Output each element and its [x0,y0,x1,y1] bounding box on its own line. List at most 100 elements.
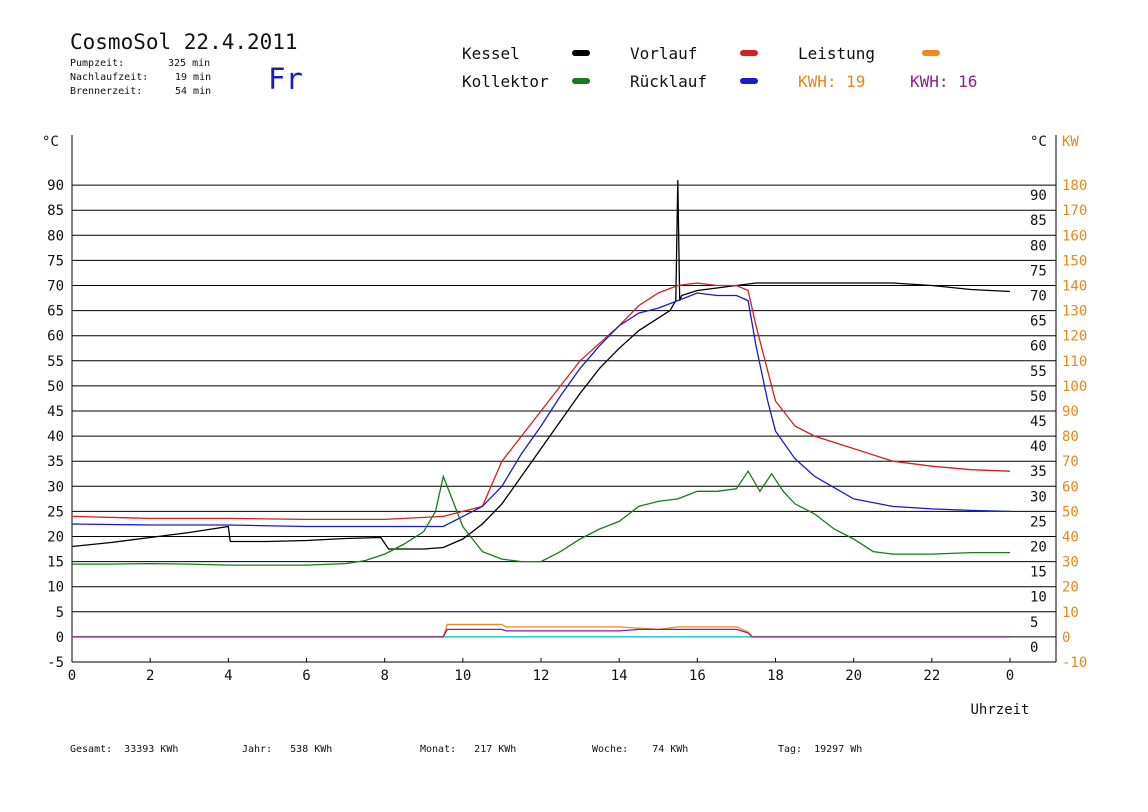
x-tick-7: 14 [611,668,628,684]
x-tick-6: 12 [533,668,550,684]
footer-tag: Tag: 19297 Wh [778,744,863,755]
footer-jahr: Jahr: 538 KWh [242,744,333,755]
y-tick-right-kw-180: 180 [1062,178,1087,194]
x-tick-8: 16 [689,668,706,684]
stat-nachlaufzeit: Nachlaufzeit: 19 min [70,72,212,83]
y-tick-right-c-5: 5 [1030,615,1038,631]
y-tick-right-c-90: 90 [1030,188,1047,204]
y-tick-left-30: 30 [47,479,64,495]
kwh-label-1: KWH: 19 [798,72,866,91]
y-tick-right-kw-90: 90 [1062,404,1079,420]
y-tick-right-kw-160: 160 [1062,228,1087,244]
legend-swatch-ruecklauf [740,78,758,84]
x-tick-9: 18 [767,668,784,684]
series-kwh-16 [72,628,1010,638]
weekday-label: Fr [268,62,303,96]
footer-woche: Woche: 74 KWh [592,744,689,755]
y-tick-right-c-75: 75 [1030,263,1047,279]
y-tick-right-c-10: 10 [1030,590,1047,606]
y-tick-left-0: 0 [56,630,64,646]
legend-vorlauf: Vorlauf [630,44,698,63]
x-tick-10: 20 [845,668,862,684]
y-tick-left-25: 25 [47,504,64,520]
y-tick-left-45: 45 [47,404,64,420]
series-r-cklauf [71,292,1011,528]
legend-swatch-kessel [572,50,590,56]
legend-kollektor: Kollektor [462,72,549,91]
x-tick-1: 2 [146,668,154,684]
y-tick-right-c-45: 45 [1030,414,1047,430]
y-axis-label-left: °C [42,134,59,150]
y-tick-right-kw--10: -10 [1062,655,1087,671]
y-tick-left-35: 35 [47,454,64,470]
y-tick-right-kw-100: 100 [1062,379,1087,395]
x-tick-0: 0 [68,668,76,684]
y-tick-right-kw-40: 40 [1062,530,1079,546]
x-tick-11: 22 [923,668,940,684]
y-tick-right-c-85: 85 [1030,213,1047,229]
chart-title: CosmoSol 22.4.2011 [70,30,298,54]
x-tick-4: 8 [380,668,388,684]
x-axis-label: Uhrzeit [970,702,1029,718]
y-tick-left-20: 20 [47,530,64,546]
y-tick-right-c-80: 80 [1030,238,1047,254]
series-vorlauf [71,282,1011,521]
y-tick-right-c-25: 25 [1030,514,1047,530]
y-tick-left-60: 60 [47,329,64,345]
y-tick-right-kw-120: 120 [1062,329,1087,345]
footer-gesamt: Gesamt: 33393 KWh [70,744,179,755]
y-tick-right-kw-20: 20 [1062,580,1079,596]
stat-brennerzeit: Brennerzeit: 54 min [70,86,212,97]
y-tick-right-kw-110: 110 [1062,354,1087,370]
y-tick-right-kw-50: 50 [1062,504,1079,520]
legend-leistung: Leistung [798,44,876,63]
series-kessel [71,180,1011,550]
y-tick-right-kw-130: 130 [1062,304,1087,320]
y-tick-left-90: 90 [47,178,64,194]
legend-ruecklauf: Rücklauf [630,72,708,91]
y-tick-right-c-70: 70 [1030,289,1047,305]
y-tick-right-kw-10: 10 [1062,605,1079,621]
y-tick-left-85: 85 [47,203,64,219]
y-tick-right-c-40: 40 [1030,439,1047,455]
y-tick-left-75: 75 [47,253,64,269]
kwh-label-2: KWH: 16 [910,72,978,91]
x-tick-12: 0 [1006,668,1014,684]
x-tick-2: 4 [224,668,232,684]
series-kollektor [72,469,1010,566]
y-tick-right-kw-30: 30 [1062,555,1079,571]
x-tick-5: 10 [454,668,471,684]
y-tick-left-65: 65 [47,304,64,320]
y-axis-label-right-kw: KW [1062,134,1079,150]
y-tick-right-c-60: 60 [1030,339,1047,355]
y-tick-right-c-15: 15 [1030,565,1047,581]
x-tick-3: 6 [302,668,310,684]
y-tick-right-kw-60: 60 [1062,479,1079,495]
footer-monat: Monat: 217 KWh [420,744,517,755]
series-leistung [72,623,1010,638]
legend-kessel: Kessel [462,44,520,63]
y-tick-left-80: 80 [47,228,64,244]
y-tick-right-kw-170: 170 [1062,203,1087,219]
y-tick-right-c-65: 65 [1030,314,1047,330]
y-tick-right-kw-150: 150 [1062,253,1087,269]
y-tick-left-15: 15 [47,555,64,571]
legend-swatch-vorlauf [740,50,758,56]
y-tick-left--5: -5 [47,655,64,671]
y-tick-left-40: 40 [47,429,64,445]
legend-swatch-leistung [922,50,940,56]
y-tick-left-70: 70 [47,279,64,295]
y-axis-label-right-c: °C [1030,134,1047,150]
y-tick-right-c-0: 0 [1030,640,1038,656]
y-tick-left-55: 55 [47,354,64,370]
y-tick-right-c-55: 55 [1030,364,1047,380]
y-tick-right-c-50: 50 [1030,389,1047,405]
y-tick-left-50: 50 [47,379,64,395]
stat-pumpzeit: Pumpzeit: 325 min [70,58,211,69]
y-tick-left-5: 5 [56,605,64,621]
y-tick-left-10: 10 [47,580,64,596]
y-tick-right-c-30: 30 [1030,489,1047,505]
y-tick-right-kw-70: 70 [1062,454,1079,470]
y-tick-right-kw-80: 80 [1062,429,1079,445]
